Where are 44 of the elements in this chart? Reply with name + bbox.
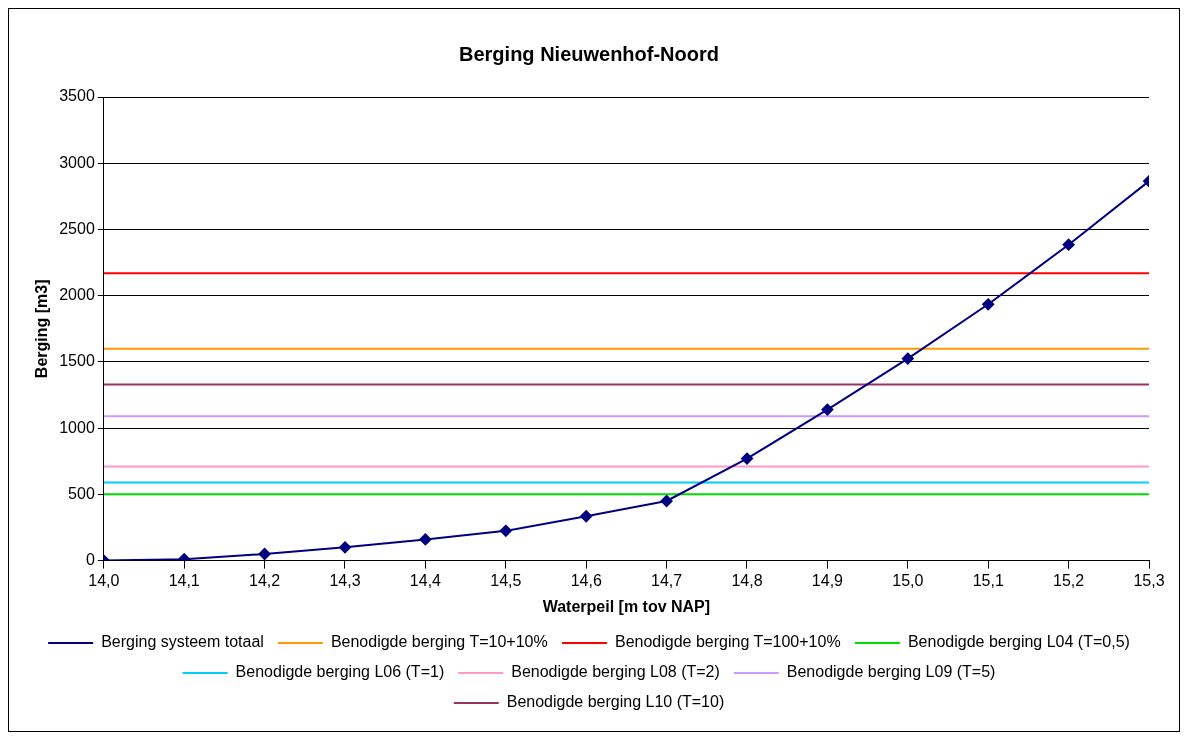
point xyxy=(901,352,914,365)
y-tick-label: 2000 xyxy=(59,286,95,304)
point xyxy=(339,541,351,554)
x-axis-title: Waterpeil [m tov NAP] xyxy=(542,597,711,615)
x-tick-label: 14,3 xyxy=(329,571,361,589)
x-tick-label: 15,0 xyxy=(892,571,924,589)
x-tick-label: 14,8 xyxy=(731,571,763,589)
legend-label: Benodigde berging L04 (T=0,5) xyxy=(907,633,1130,651)
legend-label: Benodigde berging T=100+10% xyxy=(614,633,841,651)
x-tick-label: 15,1 xyxy=(972,571,1004,589)
y-tick-label: 1000 xyxy=(59,418,95,436)
x-tick-label: 14,9 xyxy=(811,571,844,589)
x-tick-label: 14,7 xyxy=(651,571,683,589)
y-tick-label: 3000 xyxy=(59,153,95,171)
x-tick-label: 15,3 xyxy=(1133,571,1165,589)
x-tick-label: 15,2 xyxy=(1053,571,1085,589)
y-tick-label: 2500 xyxy=(59,219,95,237)
y-tick-label: 1500 xyxy=(59,352,95,370)
point xyxy=(1062,238,1075,251)
x-tick-label: 14,6 xyxy=(570,571,602,589)
point xyxy=(419,533,432,546)
point xyxy=(660,494,673,507)
point xyxy=(741,452,753,465)
legend-label: Benodigde berging L08 (T=2) xyxy=(511,663,720,681)
legend-label: Benodigde berging L10 (T=10) xyxy=(506,693,725,711)
legend-label: Benodigde berging T=10+10% xyxy=(330,633,548,651)
chart-title: Berging Nieuwenhof-Noord xyxy=(459,42,719,65)
x-tick-label: 14,5 xyxy=(490,571,522,589)
y-tick-label: 0 xyxy=(85,551,95,569)
point xyxy=(258,547,271,560)
x-tick-label: 14,1 xyxy=(168,571,200,589)
x-tick-label: 14,2 xyxy=(249,571,281,589)
y-tick-label: 500 xyxy=(68,484,95,502)
point xyxy=(821,403,834,416)
point xyxy=(982,298,995,311)
legend-label: Benodigde berging L09 (T=5) xyxy=(786,663,996,681)
x-tick-label: 14,0 xyxy=(88,571,120,589)
point xyxy=(499,524,512,537)
y-axis-title: Berging [m3] xyxy=(33,279,51,379)
legend-label: Berging systeem totaal xyxy=(101,633,264,651)
x-tick-label: 14,4 xyxy=(409,571,442,589)
point xyxy=(580,510,593,523)
legend-label: Benodigde berging L06 (T=1) xyxy=(235,663,445,681)
y-tick-label: 3500 xyxy=(59,87,95,105)
